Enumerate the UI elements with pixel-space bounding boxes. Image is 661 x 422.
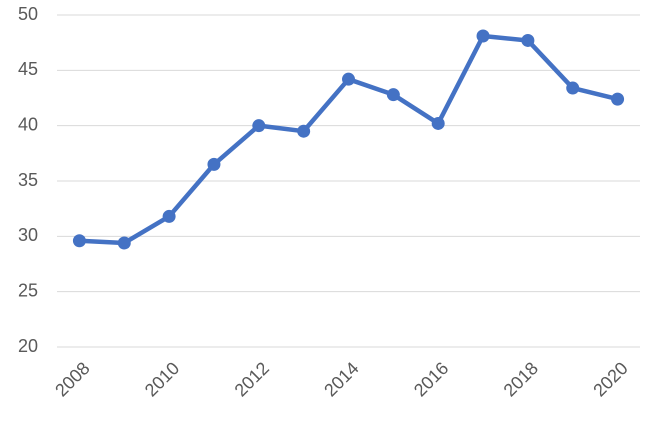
y-tick-label: 30: [18, 225, 38, 245]
y-tick-label: 45: [18, 59, 38, 79]
y-tick-label: 40: [18, 114, 38, 134]
data-point: [476, 29, 490, 43]
data-point: [72, 234, 86, 248]
x-tick-label: 2020: [589, 358, 631, 400]
data-point: [117, 236, 131, 250]
x-tick-label: 2010: [141, 358, 183, 400]
x-tick-label: 2014: [320, 358, 362, 400]
y-tick-label: 20: [18, 336, 38, 356]
x-tick-label: 2008: [51, 358, 93, 400]
data-point: [207, 157, 221, 171]
y-tick-label: 35: [18, 170, 38, 190]
data-point: [566, 81, 580, 95]
data-point: [386, 88, 400, 102]
data-point: [521, 33, 535, 47]
data-point: [431, 116, 445, 130]
data-line: [77, 33, 620, 246]
data-point: [252, 119, 266, 133]
x-tick-label: 2018: [500, 358, 542, 400]
x-tick-label: 2016: [410, 358, 452, 400]
y-tick-label: 25: [18, 280, 38, 300]
data-point: [611, 92, 625, 106]
y-tick-label: 50: [18, 4, 38, 24]
data-point: [162, 209, 176, 223]
data-point: [297, 124, 311, 138]
x-tick-label: 2012: [231, 358, 273, 400]
data-point: [342, 72, 355, 86]
